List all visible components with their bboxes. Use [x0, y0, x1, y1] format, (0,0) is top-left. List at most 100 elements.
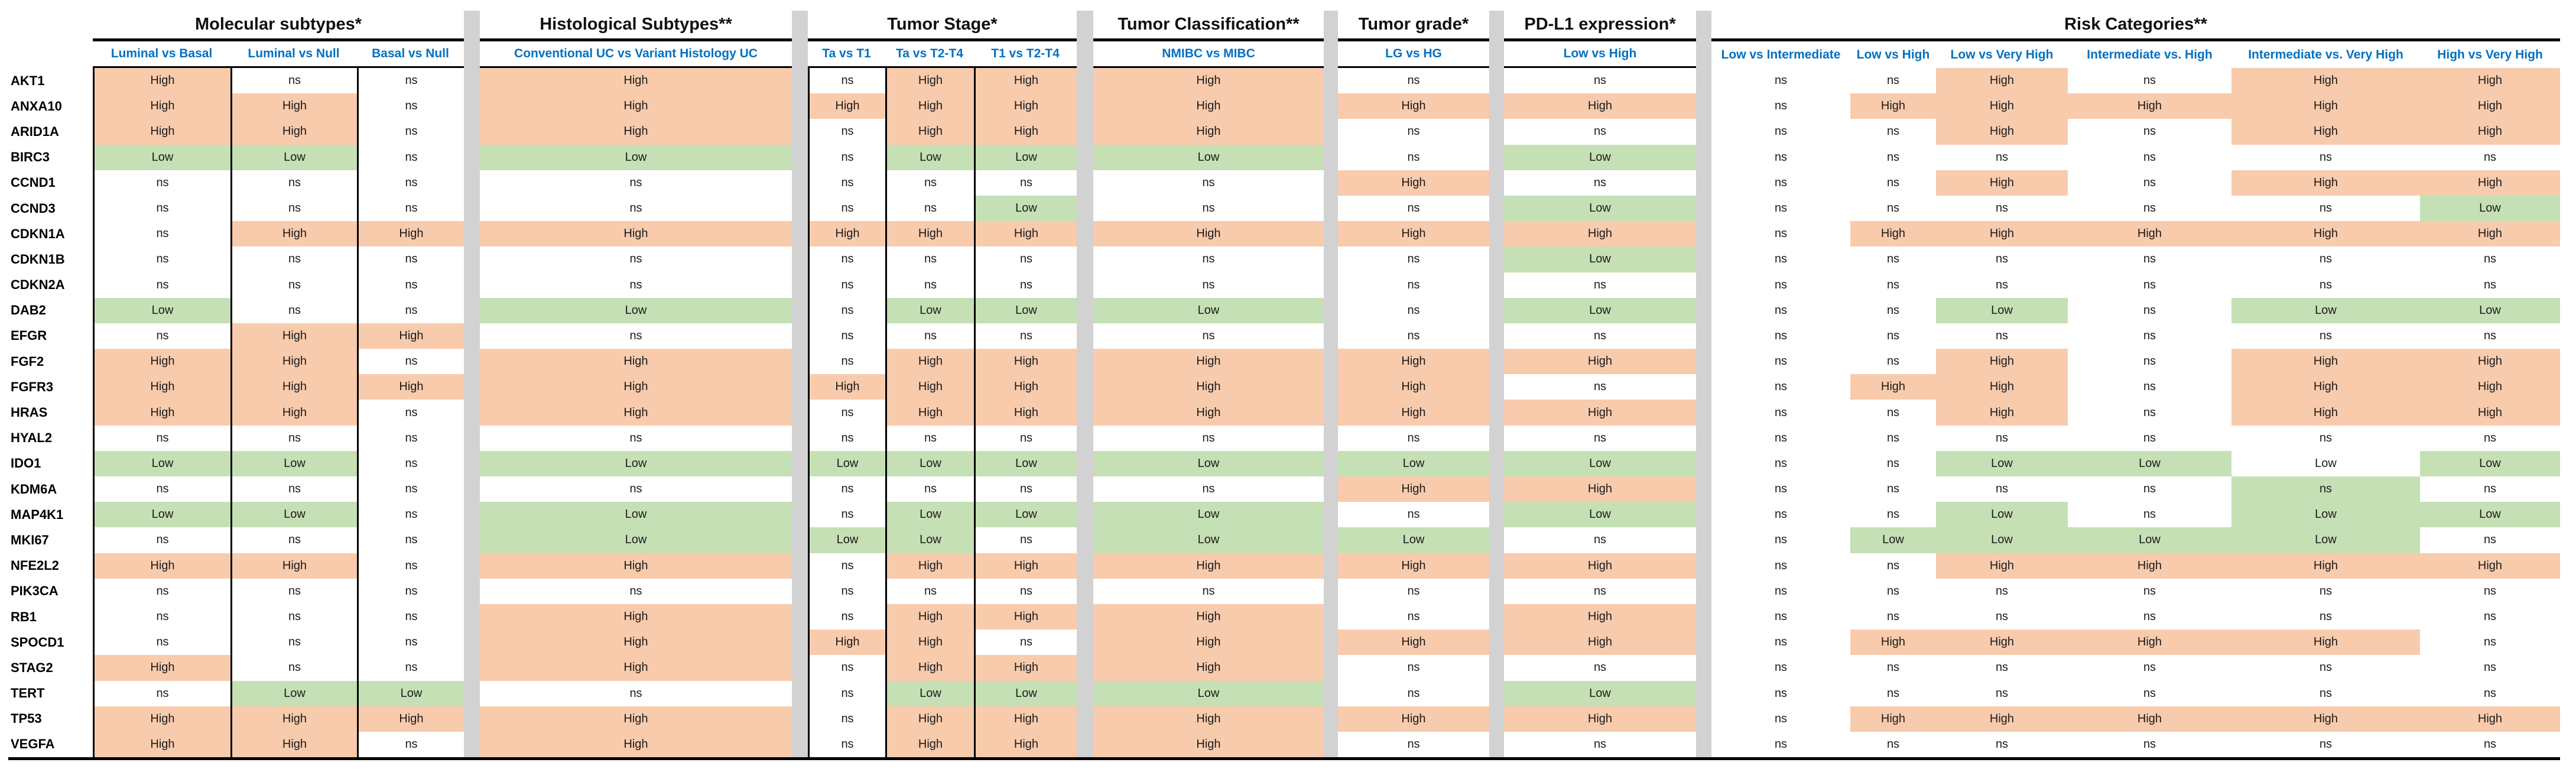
- value-cell: Low: [2231, 527, 2420, 553]
- value-cell: Low: [885, 502, 974, 528]
- value-cell: High: [357, 323, 464, 349]
- value-cell: ns: [1774, 584, 1788, 598]
- value-cell: High: [2068, 93, 2231, 119]
- value-cell: Low: [2420, 502, 2560, 528]
- value-cell: Low: [974, 144, 1077, 170]
- value-cell: High: [885, 630, 974, 656]
- value-cell: Low: [480, 527, 792, 553]
- value-cell: High: [480, 706, 792, 732]
- value-cell: ns: [357, 502, 464, 528]
- value-cell: High: [230, 323, 357, 349]
- value-cell: ns: [974, 476, 1077, 502]
- value-cell: ns: [808, 349, 885, 375]
- group-spacer-bar: [1489, 11, 1504, 758]
- value-cell: ns: [2143, 482, 2156, 496]
- value-cell: High: [974, 68, 1077, 94]
- column-header: NMIBC vs MIBC: [1093, 41, 1324, 68]
- value-cell: ns: [1593, 584, 1607, 598]
- value-cell: Low: [974, 450, 1077, 476]
- value-cell: High: [2231, 630, 2420, 656]
- value-cell: Low: [93, 297, 230, 323]
- value-cell: Low: [1093, 680, 1324, 706]
- value-cell: High: [2068, 221, 2231, 247]
- value-cell: Low: [885, 680, 974, 706]
- value-cell: ns: [1202, 176, 1215, 189]
- value-cell: ns: [230, 630, 357, 656]
- value-cell: ns: [1774, 252, 1788, 266]
- value-cell: High: [974, 706, 1077, 732]
- value-cell: ns: [1407, 150, 1420, 164]
- value-cell: ns: [2143, 252, 2156, 266]
- value-cell: ns: [2143, 278, 2156, 291]
- value-cell: ns: [1202, 202, 1215, 215]
- value-cell: High: [230, 553, 357, 579]
- value-cell: Low: [1504, 502, 1696, 528]
- value-cell: High: [1338, 93, 1489, 119]
- value-cell: ns: [357, 144, 464, 170]
- value-cell: ns: [1886, 508, 1900, 521]
- value-cell: ns: [808, 553, 885, 579]
- value-cell: ns: [230, 425, 357, 451]
- value-cell: ns: [230, 476, 357, 502]
- value-cell: ns: [1886, 584, 1900, 598]
- value-cell: ns: [808, 731, 885, 758]
- column-header: Basal vs Null: [357, 41, 464, 68]
- column-header: Low vs High: [1856, 47, 1930, 61]
- value-cell: High: [2420, 68, 2560, 94]
- value-cell: ns: [1593, 661, 1607, 674]
- value-cell: ns: [808, 119, 885, 145]
- column-header: Luminal vs Basal: [93, 41, 230, 68]
- value-cell: High: [1936, 68, 2068, 94]
- value-cell: High: [93, 731, 230, 758]
- group-title: Tumor Classification**: [1093, 0, 1324, 41]
- value-cell: Low: [93, 450, 230, 476]
- value-cell: ns: [93, 170, 230, 196]
- value-cell: High: [1338, 706, 1489, 732]
- value-cell: High: [885, 374, 974, 400]
- value-cell: ns: [1407, 584, 1420, 598]
- value-cell: ns: [1202, 278, 1215, 291]
- value-cell: ns: [93, 680, 230, 706]
- value-cell: ns: [230, 578, 357, 604]
- value-cell: High: [2068, 630, 2231, 656]
- value-cell: High: [93, 655, 230, 681]
- value-cell: Low: [885, 297, 974, 323]
- value-cell: High: [1504, 706, 1696, 732]
- gene-label: BIRC3: [11, 150, 50, 165]
- value-cell: ns: [2319, 737, 2333, 751]
- value-cell: ns: [357, 630, 464, 656]
- value-cell: ns: [93, 246, 230, 272]
- value-cell: ns: [629, 686, 642, 700]
- value-cell: High: [230, 731, 357, 758]
- value-cell: High: [480, 68, 792, 94]
- value-cell: ns: [93, 630, 230, 656]
- value-cell: ns: [357, 93, 464, 119]
- value-cell: High: [2231, 221, 2420, 247]
- value-cell: High: [974, 221, 1077, 247]
- value-cell: ns: [1995, 661, 2009, 674]
- value-cell: ns: [1886, 252, 1900, 266]
- value-cell: High: [1936, 93, 2068, 119]
- value-cell: High: [357, 374, 464, 400]
- value-cell: ns: [1407, 610, 1420, 624]
- value-cell: ns: [357, 400, 464, 426]
- value-cell: High: [2068, 553, 2231, 579]
- value-cell: ns: [2483, 329, 2497, 342]
- value-cell: ns: [230, 170, 357, 196]
- value-cell: Low: [1504, 144, 1696, 170]
- value-cell: High: [2420, 119, 2560, 145]
- value-cell: ns: [357, 195, 464, 222]
- value-cell: ns: [2143, 150, 2156, 164]
- value-cell: ns: [808, 170, 885, 196]
- gene-label: KDM6A: [11, 481, 57, 497]
- value-cell: High: [1850, 374, 1936, 400]
- value-cell: ns: [357, 450, 464, 476]
- gene-label: FGF2: [11, 353, 44, 369]
- value-cell: ns: [1886, 125, 1900, 138]
- value-cell: ns: [1774, 329, 1788, 342]
- value-cell: ns: [1202, 431, 1215, 444]
- value-cell: ns: [629, 176, 642, 189]
- value-cell: High: [93, 553, 230, 579]
- value-cell: High: [93, 400, 230, 426]
